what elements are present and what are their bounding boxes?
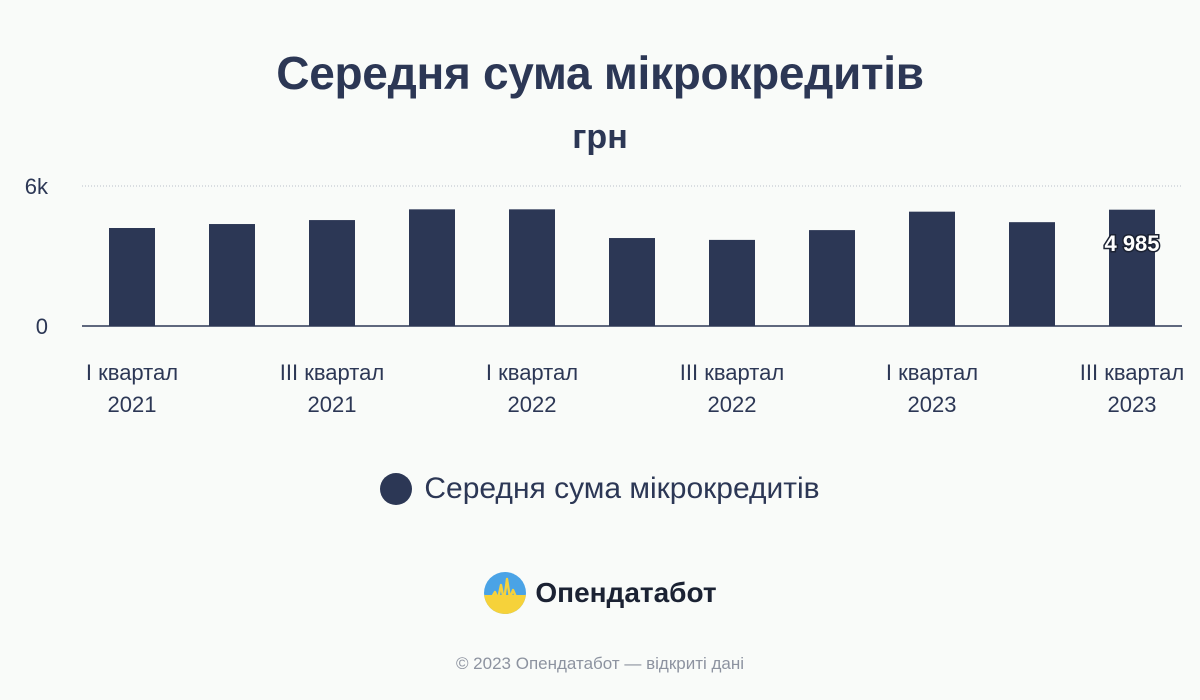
x-tick-label-line: III квартал bbox=[680, 360, 784, 385]
legend-marker bbox=[380, 473, 413, 505]
brand-name: Опендатабот bbox=[535, 577, 717, 608]
x-tick-label: III квартал 2022 bbox=[680, 360, 784, 417]
x-tick-label-line: 2023 bbox=[908, 392, 957, 417]
opendatabot-logo-icon bbox=[484, 572, 527, 614]
bar bbox=[809, 230, 855, 326]
x-tick-label-line: 2022 bbox=[508, 392, 557, 417]
bar bbox=[709, 239, 755, 326]
legend-label: Середня сума мікрокредитів bbox=[424, 472, 820, 505]
footer-copyright: © 2023 Опендатабот — відкриті дані bbox=[455, 654, 745, 673]
x-tick-label-line: I квартал bbox=[886, 360, 978, 385]
x-tick-label-line: III квартал bbox=[280, 360, 384, 385]
brand: Опендатабот bbox=[0, 571, 1200, 615]
data-label: 4 985 bbox=[1104, 231, 1159, 256]
bar bbox=[1009, 222, 1055, 326]
x-tick-label: III квартал 2021 bbox=[280, 360, 384, 417]
legend[interactable]: Середня сума мікрокредитів bbox=[0, 472, 1200, 506]
bar bbox=[909, 211, 955, 326]
y-tick-label: 0 bbox=[36, 314, 48, 339]
x-tick-label-line: 2021 bbox=[108, 392, 157, 417]
x-tick-label-line: III квартал bbox=[1080, 360, 1184, 385]
x-tick-label-line: I квартал bbox=[86, 360, 178, 385]
x-tick-label-line: I квартал bbox=[486, 360, 578, 385]
bar bbox=[509, 209, 555, 326]
bar bbox=[109, 228, 155, 326]
x-tick-label-line: 2021 bbox=[308, 392, 357, 417]
bar bbox=[309, 220, 355, 326]
x-tick-label: I квартал 2021 bbox=[86, 360, 178, 417]
chart-title: Середня сума мікрокредитів bbox=[276, 47, 924, 99]
bar bbox=[1109, 209, 1155, 326]
x-tick-label: III квартал 2023 bbox=[1080, 360, 1184, 417]
bar bbox=[409, 209, 455, 326]
bar bbox=[609, 238, 655, 326]
x-tick-label-line: 2022 bbox=[708, 392, 757, 417]
x-tick-label: I квартал 2022 bbox=[486, 360, 578, 417]
x-tick-label-line: 2023 bbox=[1108, 392, 1157, 417]
chart-subtitle: грн bbox=[572, 118, 628, 156]
y-tick-label: 6k bbox=[25, 174, 49, 199]
x-tick-label: I квартал 2023 bbox=[886, 360, 978, 417]
bar bbox=[209, 224, 255, 326]
